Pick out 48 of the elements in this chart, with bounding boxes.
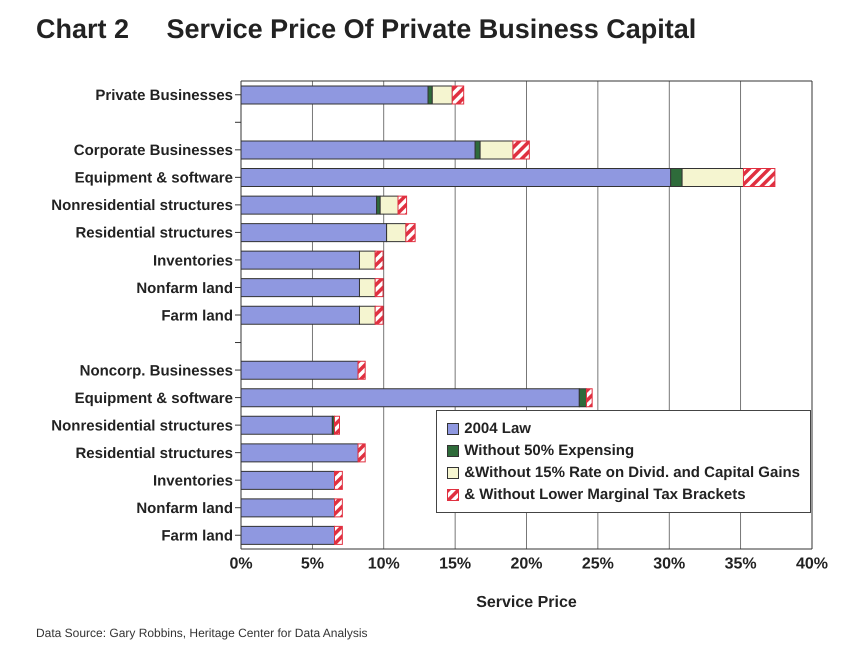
x-tick-label: 0% [229,555,253,572]
chart-title: Chart 2 Service Price Of Private Business Capital [36,14,696,45]
bar [334,470,343,490]
x-tick-label: 30% [653,555,686,572]
legend-label: & Without Lower Marginal Tax Brackets [464,486,746,503]
legend-label: &Without 15% Rate on Divid. and Capital Gains [464,464,800,481]
bar [380,196,399,215]
bar [358,443,366,462]
y-tick-label: Equipment & software [74,390,233,407]
bar [374,250,384,270]
bar [742,168,776,188]
y-tick-label: Nonresidential structures [51,417,233,434]
bar [405,223,416,242]
y-tick-label: Noncorp. Businesses [80,362,233,380]
y-tick-label: Residential structures [75,224,233,242]
y-tick-label: Equipment & software [74,170,233,187]
bar [334,416,340,435]
bar [374,306,384,325]
x-tick-label: 35% [724,555,757,572]
x-tick-label: 5% [300,555,324,572]
y-tick-label: Inventories [152,252,233,270]
bar [452,85,464,104]
y-tick-label: Farm land [161,307,233,324]
x-tick-label: 15% [439,555,472,572]
y-tick-label: Private Businesses [95,87,233,104]
x-tick-label: 10% [368,555,400,572]
y-tick-label: Farm land [161,528,233,545]
legend-label: Without 50% Expensing [464,442,634,459]
x-tick-label: 25% [582,555,614,572]
bar [512,140,530,160]
y-tick-label: Residential structures [75,444,233,462]
y-tick-label: Corporate Businesses [74,142,233,160]
y-tick-label: Inventories [152,472,233,490]
legend-label: 2004 Law [464,420,531,437]
bar [432,85,453,104]
y-tick-label: Nonresidential structures [51,197,233,214]
bar [586,388,593,408]
bar [358,360,366,380]
bar [334,526,343,545]
source-note: Data Source: Gary Robbins, Heritage Center for Data Analysis [36,626,368,640]
bar [398,196,408,215]
x-axis-title: Service Price [476,594,577,611]
x-tick-label: 20% [510,555,543,572]
x-tick-label: 40% [796,555,828,572]
y-tick-label: Nonfarm land [136,280,233,297]
bar [374,278,384,298]
y-tick-label: Nonfarm land [136,500,233,518]
bar [334,498,343,518]
